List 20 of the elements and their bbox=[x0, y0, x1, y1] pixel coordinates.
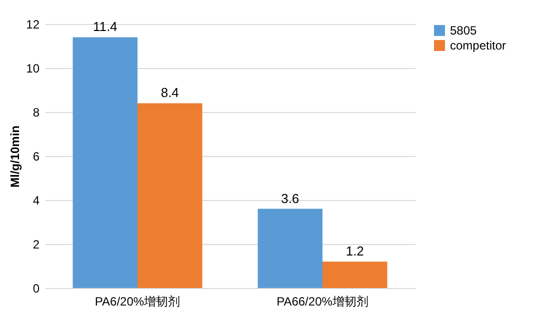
y-tick-label: 2 bbox=[32, 238, 40, 252]
y-tick-label: 0 bbox=[32, 282, 40, 296]
x-tick-label: PA6/20%增韧剂 bbox=[94, 294, 180, 308]
legend-label: 5805 bbox=[450, 24, 478, 38]
data-label: 8.4 bbox=[160, 85, 179, 100]
bar bbox=[258, 208, 322, 288]
y-tick-label: 8 bbox=[32, 106, 40, 120]
data-label: 11.4 bbox=[92, 19, 118, 34]
y-axis-title: Ml/g/10min bbox=[8, 125, 22, 188]
bar bbox=[138, 103, 202, 288]
y-tick-label: 6 bbox=[32, 150, 40, 164]
bar bbox=[322, 262, 388, 288]
data-label: 3.6 bbox=[281, 190, 300, 206]
data-label: 1.2 bbox=[346, 244, 364, 259]
y-tick-label: 10 bbox=[26, 62, 40, 76]
x-tick-label: PA66/20%增韧剂 bbox=[276, 294, 368, 308]
legend-label: competitor bbox=[450, 38, 506, 52]
bar bbox=[72, 37, 138, 288]
y-tick-label: 12 bbox=[26, 18, 40, 32]
y-tick-label: 4 bbox=[32, 194, 40, 208]
